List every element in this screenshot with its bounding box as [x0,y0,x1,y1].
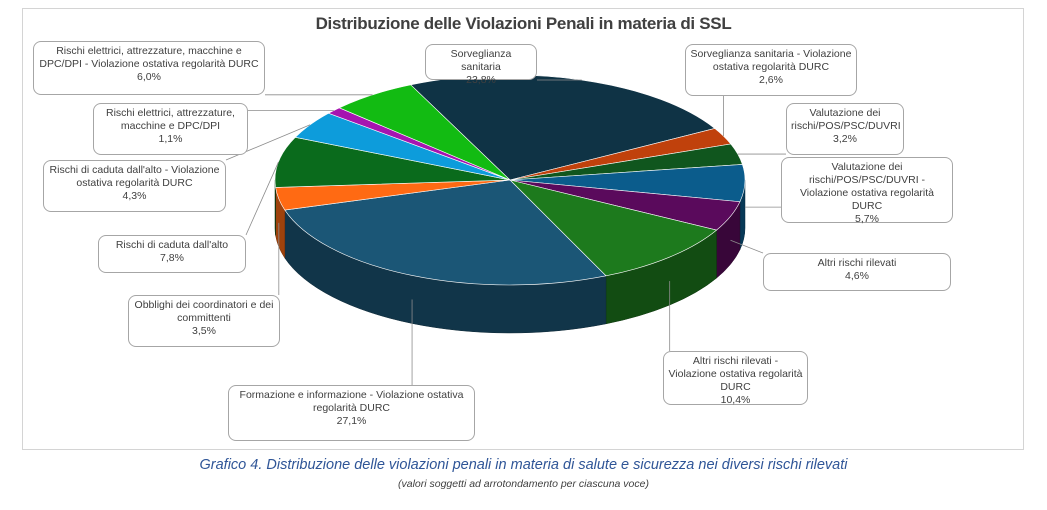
callout-label: Sorveglianza sanitaria [450,48,512,73]
callout-value: 5,7% [855,213,879,225]
callout-rischi-di-caduta-dall-alto: Rischi di caduta dall'alto 7,8% [98,235,246,273]
callout-value: 4,6% [845,270,869,282]
callout-sorveglianza-sanitaria: Sorveglianza sanitaria 23,8% [425,44,537,86]
figure-caption-note: (valori soggetti ad arrotondamento per c… [398,478,649,490]
callout-value: 6,0% [137,71,161,83]
callout-value: 10,4% [720,394,751,406]
callout-label: Altri rischi rilevati [817,257,897,269]
leader-line-altri-rischi-rilevati [730,239,764,254]
callout-value: 23,8% [466,74,496,86]
pie-slice-rischi-elettrici-attrezzature-macchine-e-dpc-dpi-violazione-ostativa-regolarit-durc [338,84,511,181]
callout-label: Obblighi dei coordinatori e dei committe… [134,299,274,324]
callout-altri-rischi-rilevati: Altri rischi rilevati 4,6% [763,253,951,291]
callout-formazione-e-informazione-violazione-ostativa-regolarit-durc: Formazione e informazione - Violazione o… [228,385,475,441]
callout-value: 7,8% [160,252,184,264]
pie-slice-altri-rischi-rilevati-violazione-ostativa-regolarit-durc [509,179,718,277]
pie-top [274,74,746,286]
figure-caption: Grafico 4. Distribuzione delle violazion… [199,457,848,473]
callout-label: Rischi elettrici, attrezzature, macchine… [106,107,235,132]
callout-valutazione-dei-rischi-pos-psc-duvri-violazione-ostativa-regolarit-durc: Valutazione dei rischi/POS/PSC/DUVRI - V… [781,157,953,225]
callout-rischi-elettrici-attrezzature-macchine-e-dpc-dpi: Rischi elettrici, attrezzature, macchine… [93,103,248,155]
callout-value: 2,6% [759,74,783,86]
callout-label: Rischi di caduta dall'alto [115,239,229,251]
callout-value: 3,2% [833,133,857,145]
callout-label: Altri rischi rilevati - Violazione ostat… [668,355,803,393]
chart-title: Distribuzione delle Violazioni Penali in… [315,14,732,33]
callout-obblighi-dei-coordinatori-e-dei-committenti: Obblighi dei coordinatori e dei committe… [128,295,280,347]
callout-label: Rischi di caduta dall'alto - Violazione … [49,164,220,189]
callout-value: 4,3% [122,190,147,202]
callout-label: Valutazione dei rischi/POS/PSC/DUVRI - V… [799,161,935,212]
callout-label: Valutazione dei rischi/POS/PSC/DUVRI [791,107,901,132]
callout-valutazione-dei-rischi-pos-psc-duvri: Valutazione dei rischi/POS/PSC/DUVRI 3,2% [786,103,904,155]
pie-slice-formazione-e-informazione-violazione-ostativa-regolarit-durc [284,179,607,286]
leader-lines [225,79,786,385]
callout-value: 27,1% [336,415,367,427]
callout-label: Sorveglianza sanitaria - Violazione osta… [690,48,852,73]
callout-sorveglianza-sanitaria-violazione-ostativa-regolarit-durc: Sorveglianza sanitaria - Violazione osta… [685,44,857,96]
leader-line-rischi-di-caduta-dall-alto [245,161,279,236]
callout-value: 1,1% [158,133,183,145]
callout-value: 3,5% [192,325,216,337]
callout-rischi-di-caduta-dall-alto-violazione-ostativa-regolarit-durc: Rischi di caduta dall'alto - Violazione … [43,160,226,212]
callout-altri-rischi-rilevati-violazione-ostativa-regolarit-durc: Altri rischi rilevati - Violazione ostat… [663,351,808,406]
callout-rischi-elettrici-attrezzature-macchine-e-dpc-dpi-violazione-ostativa-regolarit-durc: Rischi elettrici, attrezzature, macchine… [33,41,265,95]
callout-label: Formazione e informazione - Violazione o… [239,389,464,414]
callout-label: Rischi elettrici, attrezzature, macchine… [39,45,259,70]
